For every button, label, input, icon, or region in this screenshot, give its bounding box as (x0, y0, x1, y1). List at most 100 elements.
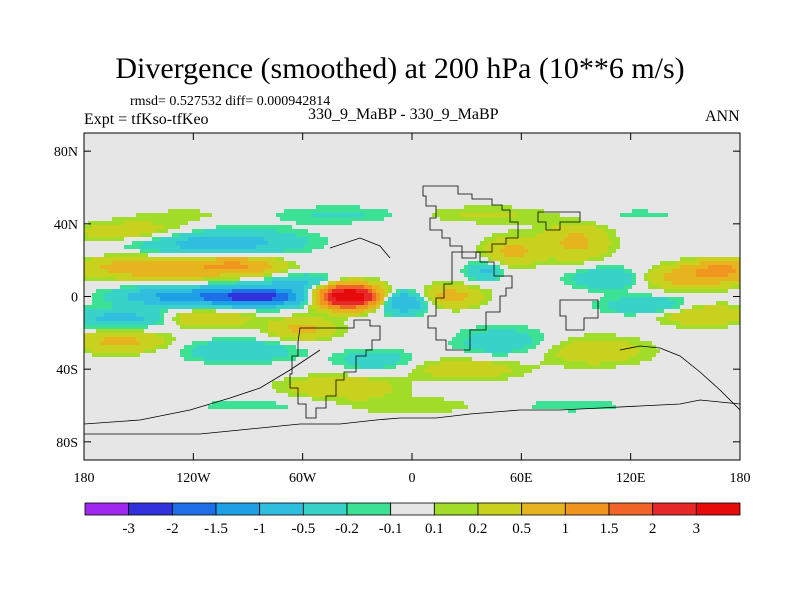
field-cell (304, 205, 309, 210)
field-cell (100, 233, 105, 238)
field-cell (704, 185, 709, 190)
field-cell (720, 225, 725, 230)
field-cell (176, 193, 181, 198)
field-cell (484, 137, 489, 142)
field-cell (272, 149, 277, 154)
field-cell (624, 173, 629, 178)
field-cell (280, 193, 285, 198)
field-cell (160, 221, 165, 226)
field-cell (428, 233, 433, 238)
field-cell (612, 237, 617, 242)
field-cell (604, 133, 609, 138)
field-cell (328, 165, 333, 170)
field-cell (256, 229, 261, 234)
field-cell (724, 169, 729, 174)
field-cell (592, 177, 597, 182)
field-cell (600, 197, 605, 202)
field-cell (368, 177, 373, 182)
field-cell (352, 145, 357, 150)
field-cell (88, 225, 93, 230)
field-cell (520, 173, 525, 178)
field-cell (408, 173, 413, 178)
field-cell (196, 189, 201, 194)
field-cell (408, 225, 413, 230)
field-cell (480, 177, 485, 182)
field-cell (256, 193, 261, 198)
field-cell (368, 133, 373, 138)
field-cell (228, 165, 233, 170)
field-cell (352, 205, 357, 210)
field-cell (92, 173, 97, 178)
field-cell (168, 193, 173, 198)
field-cell (432, 249, 437, 254)
field-cell (528, 165, 533, 170)
field-cell (600, 209, 605, 214)
field-cell (560, 189, 565, 194)
field-cell (528, 189, 533, 194)
field-cell (120, 137, 125, 142)
field-cell (260, 177, 265, 182)
field-cell (608, 181, 613, 186)
field-cell (732, 145, 737, 150)
field-cell (648, 153, 653, 158)
field-cell (304, 157, 309, 162)
field-cell (264, 161, 269, 166)
field-cell (424, 249, 429, 254)
field-cell (384, 237, 389, 242)
field-cell (408, 201, 413, 206)
field-cell (152, 229, 157, 234)
field-cell (736, 209, 740, 214)
field-cell (112, 157, 117, 162)
field-cell (200, 181, 205, 186)
field-cell (400, 157, 405, 162)
field-cell (704, 197, 709, 202)
field-cell (240, 169, 245, 174)
field-cell (192, 181, 197, 186)
field-cell (656, 197, 661, 202)
field-cell (680, 193, 685, 198)
field-cell (336, 157, 341, 162)
field-cell (348, 189, 353, 194)
field-cell (152, 217, 157, 222)
field-cell (240, 245, 245, 250)
field-cell (260, 161, 265, 166)
chart-title: Divergence (smoothed) at 200 hPa (10**6 … (115, 52, 685, 85)
field-cell (400, 169, 405, 174)
field-cell (732, 173, 737, 178)
field-cell (396, 229, 401, 234)
field-cell (404, 189, 409, 194)
field-cell (476, 249, 481, 254)
field-cell (252, 225, 257, 230)
field-cell (444, 217, 449, 222)
field-cell (480, 245, 485, 250)
field-cell (344, 189, 349, 194)
field-cell (92, 169, 97, 174)
field-cell (228, 181, 233, 186)
field-cell (312, 233, 317, 238)
field-cell (392, 209, 397, 214)
field-cell (372, 225, 377, 230)
field-cell (220, 141, 225, 146)
field-cell (644, 213, 649, 218)
field-cell (696, 145, 701, 150)
field-cell (284, 193, 289, 198)
field-cell (268, 153, 273, 158)
field-cell (484, 241, 489, 246)
field-cell (564, 213, 569, 218)
field-cell (280, 217, 285, 222)
field-cell (388, 225, 393, 230)
field-cell (716, 145, 721, 150)
field-cell (544, 153, 549, 158)
field-cell (364, 245, 369, 250)
field-cell (340, 229, 345, 234)
field-cell (92, 193, 97, 198)
field-cell (564, 173, 569, 178)
field-cell (220, 177, 225, 182)
field-cell (196, 237, 201, 242)
field-cell (472, 141, 477, 146)
field-cell (372, 157, 377, 162)
field-cell (472, 205, 477, 210)
field-cell (696, 149, 701, 154)
field-cell (116, 201, 121, 206)
field-cell (252, 213, 257, 218)
